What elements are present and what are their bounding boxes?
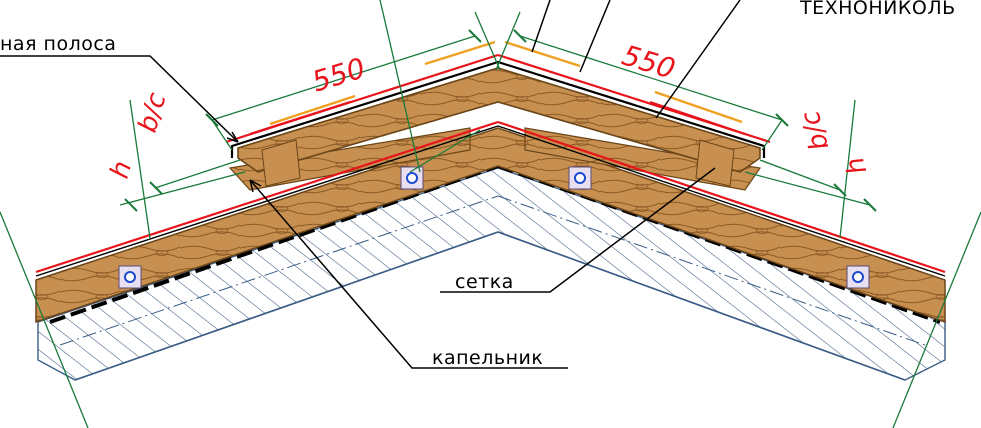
leader-lines [0,0,741,369]
orange-strip [269,40,743,126]
right-bc-dimension: b/c [795,107,835,153]
left-bc-dimension: b/c [133,89,173,135]
drip-label: капельник [432,347,543,369]
mesh-label: сетка [455,271,514,293]
right-length-dimension: 550 [618,39,679,86]
ridge-board [237,67,761,187]
strip-label: ная полоса [0,33,116,55]
insulation-layer [37,167,946,381]
right-h-dimension: h [840,154,873,178]
screw-fastener [118,166,870,289]
brand-label: ТЕХНОНИКОЛЬ [799,0,956,19]
red-membrane [35,53,946,274]
left-h-dimension: h [105,158,138,182]
dimension-ticks [124,29,877,212]
left-length-dimension: 550 [308,51,369,98]
